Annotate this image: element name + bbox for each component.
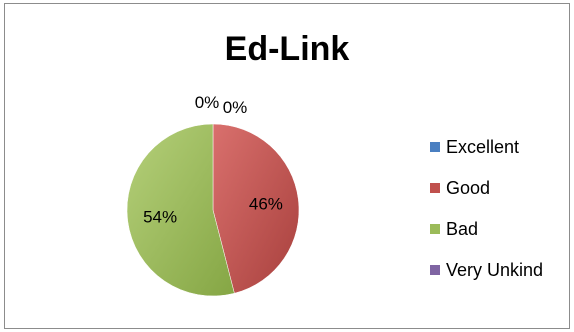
data-label-excellent: 0%	[195, 93, 220, 112]
pie-slice-bad	[126, 123, 235, 297]
legend-swatch-bad	[430, 224, 440, 234]
legend-label-very-unkind: Very Unkind	[446, 260, 543, 280]
legend-swatch-good	[430, 183, 440, 193]
data-label-very-unkind: 0%	[223, 98, 248, 117]
legend-label-good: Good	[446, 178, 490, 198]
legend-label-excellent: Excellent	[446, 137, 519, 157]
pie-slice-good	[212, 123, 300, 294]
data-label-bad: 54%	[143, 208, 177, 227]
data-label-good: 46%	[249, 194, 283, 213]
chart-title: Ed-Link	[224, 30, 350, 68]
legend-swatch-excellent	[430, 142, 440, 152]
legend-swatch-very-unkind	[430, 265, 440, 275]
legend-label-bad: Bad	[446, 219, 478, 239]
